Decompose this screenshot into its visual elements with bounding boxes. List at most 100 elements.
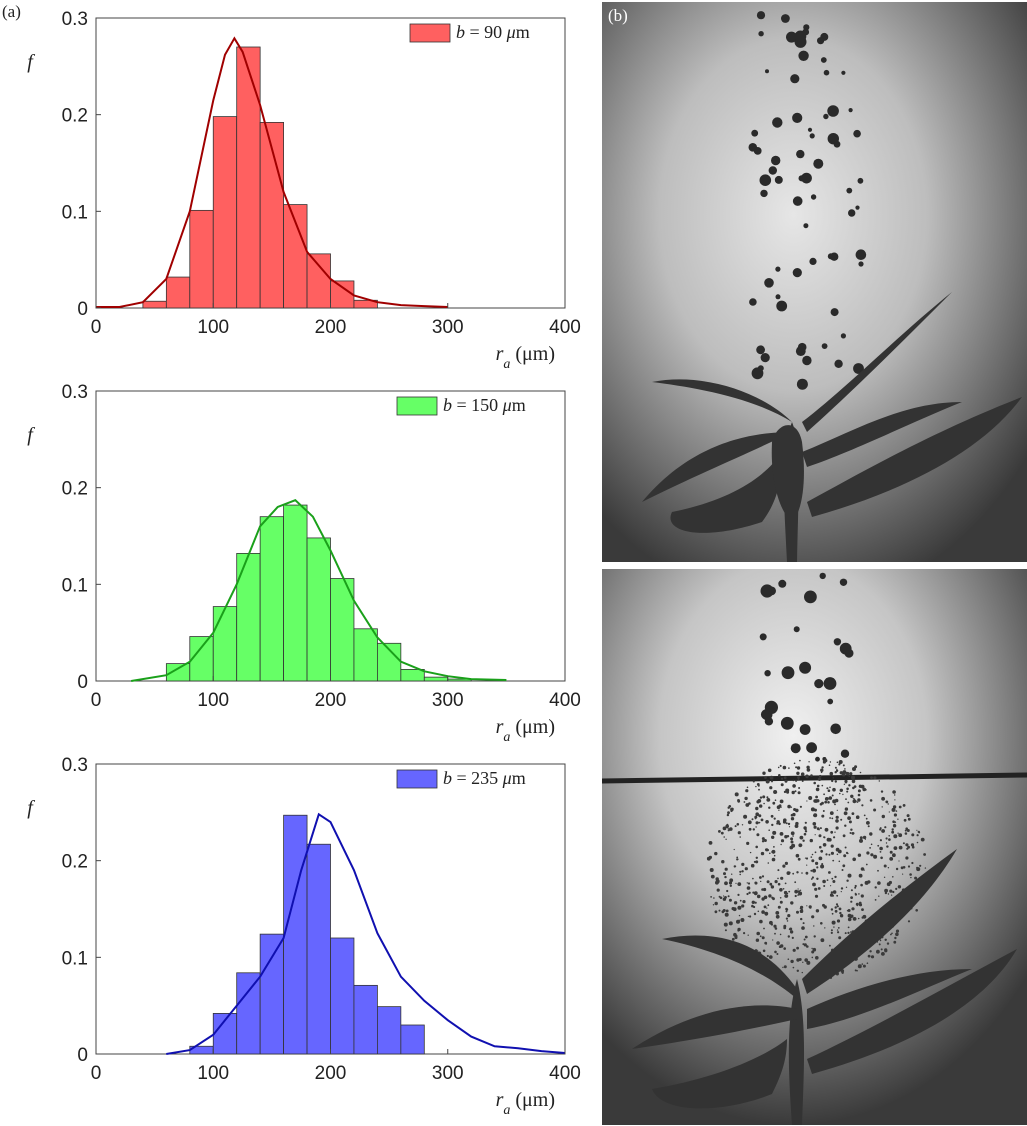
x-tick-label: 400	[549, 1063, 581, 1084]
legend-swatch	[409, 23, 451, 43]
spray-particle	[857, 789, 861, 793]
droplet	[757, 365, 764, 372]
spray-particle	[857, 793, 861, 797]
spray-particle	[779, 897, 782, 899]
spray-particle	[860, 894, 864, 898]
spray-particle	[778, 774, 781, 777]
spray-particle	[836, 905, 839, 908]
spray-particle	[867, 825, 870, 828]
spray-particle	[776, 941, 780, 945]
spray-particle	[755, 785, 757, 788]
spray-particle	[844, 824, 847, 827]
spray-particle	[830, 931, 833, 934]
spray-particle	[892, 890, 895, 894]
spray-particle	[886, 845, 889, 848]
spray-particle	[796, 871, 799, 874]
spray-particle	[895, 867, 899, 871]
spray-particle	[861, 908, 864, 911]
spray-particle	[779, 799, 784, 804]
spray-particle	[823, 836, 826, 839]
spray-particle	[824, 800, 828, 804]
spray-particle	[869, 832, 873, 836]
spray-particle	[836, 853, 839, 856]
histogram-bar	[283, 504, 308, 682]
histogram-bar	[400, 668, 425, 682]
spray-particle	[783, 818, 787, 822]
y-tick-label: 0.1	[62, 202, 88, 223]
spray-particle	[847, 816, 851, 820]
spray-particle	[768, 806, 771, 809]
spray-particle	[770, 814, 774, 818]
spray-particle	[902, 873, 904, 875]
spray-particle	[861, 963, 864, 965]
photo-bottom-spray-on-plant	[602, 569, 1027, 1125]
droplet	[820, 57, 827, 63]
spray-particle	[848, 775, 850, 777]
spray-particle	[720, 831, 724, 835]
spray-particle	[824, 927, 826, 929]
spray-particle	[869, 847, 871, 849]
spray-particle	[760, 818, 764, 822]
spray-particle	[894, 799, 896, 801]
spray-particle	[774, 950, 777, 954]
spray-particle	[858, 903, 863, 907]
chart-svg-0: 0 100 200 300 400 0 0.1 0.2 0.3 f ra (μm) b = 90 μm	[27, 9, 581, 372]
spray-particle	[869, 799, 873, 802]
spray-particle	[763, 927, 765, 930]
spray-particle	[723, 872, 726, 876]
spray-particle	[918, 831, 921, 834]
spray-particle	[769, 955, 773, 959]
spray-particle	[879, 846, 883, 851]
legend-label: b = 150 μm	[443, 395, 526, 415]
droplet	[806, 742, 817, 754]
spray-particle	[799, 759, 801, 762]
spray-particle	[775, 791, 778, 794]
spray-particle	[889, 857, 894, 861]
spray-particle	[814, 834, 816, 836]
droplet	[760, 584, 774, 598]
spray-particle	[878, 943, 881, 946]
spray-particle	[883, 876, 886, 878]
spray-particle	[784, 779, 788, 783]
spray-particle	[821, 863, 824, 865]
spray-particle	[736, 823, 740, 826]
spray-particle	[729, 878, 734, 883]
spray-particle	[858, 873, 863, 878]
spray-particle	[847, 931, 850, 934]
spray-particle	[909, 873, 912, 876]
spray-particle	[810, 856, 813, 858]
spray-particle	[773, 924, 777, 928]
spray-particle	[813, 925, 815, 927]
spray-particle	[889, 889, 893, 893]
spray-particle	[751, 900, 755, 904]
spray-particle	[795, 853, 800, 858]
spray-particle	[816, 799, 820, 803]
spray-particle	[743, 932, 746, 935]
spray-particle	[762, 771, 766, 775]
spray-particle	[776, 822, 779, 825]
spray-particle	[734, 825, 737, 828]
spray-particle	[760, 851, 765, 856]
spray-particle	[902, 842, 905, 845]
spray-particle	[844, 846, 847, 849]
spray-particle	[747, 915, 750, 918]
spray-particle	[769, 920, 773, 925]
spray-particle	[830, 851, 834, 855]
spray-particle	[892, 790, 896, 794]
droplet	[764, 670, 771, 677]
spray-particle	[879, 839, 882, 842]
spray-particle	[727, 806, 730, 809]
spray-particle	[924, 867, 927, 869]
spray-particle	[731, 937, 735, 941]
droplet	[796, 149, 805, 159]
droplet	[758, 31, 764, 37]
spray-particle	[787, 804, 791, 809]
spray-particle	[780, 839, 785, 843]
spray-particle	[828, 764, 831, 766]
spray-particle	[739, 899, 742, 902]
droplet	[830, 308, 839, 317]
spray-particle	[775, 914, 780, 919]
spray-particle	[756, 894, 761, 899]
spray-particle	[795, 779, 798, 782]
spray-particle	[794, 889, 799, 894]
